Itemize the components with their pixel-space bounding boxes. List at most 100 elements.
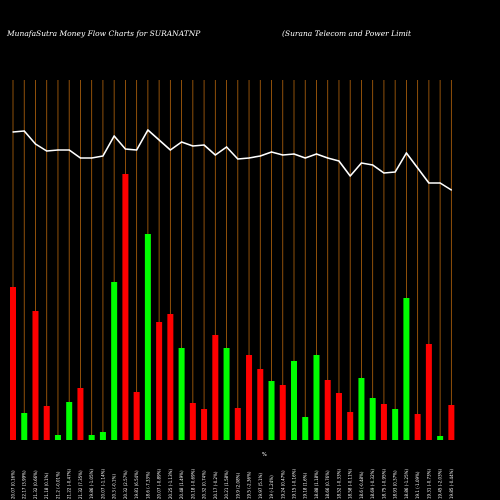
x-tick-label: 20.32 (0.74%) xyxy=(202,470,207,499)
money-flow-bar xyxy=(313,355,320,440)
x-tick-label: 18.58 (-0.11%) xyxy=(348,469,353,499)
money-flow-bar xyxy=(246,355,253,440)
x-tick-label: 20.07 (-1.14%) xyxy=(100,469,105,499)
money-flow-bar xyxy=(257,369,264,440)
money-flow-bar xyxy=(369,398,376,440)
price-point xyxy=(102,155,104,157)
money-flow-bar xyxy=(212,335,219,440)
money-flow-bar xyxy=(403,298,410,440)
x-tick-label: 18.66 (0.76%) xyxy=(325,470,330,499)
x-tick-label: 21.2 (-0.01%) xyxy=(55,471,60,499)
price-point xyxy=(293,153,295,155)
line-series xyxy=(12,129,453,191)
money-flow-bar xyxy=(122,174,129,440)
price-point xyxy=(439,182,441,184)
price-point xyxy=(46,150,48,152)
x-tick-label: 18.69 (-0.32%) xyxy=(370,469,375,499)
x-tick-label: 18.75 (-0.95%) xyxy=(381,469,386,499)
price-point xyxy=(315,153,318,155)
money-flow-bar xyxy=(66,402,73,440)
price-point xyxy=(57,149,59,151)
money-flow-bar xyxy=(380,404,387,440)
x-tick-label: 20.21 (1.58%) xyxy=(224,470,229,499)
money-flow-bar xyxy=(425,344,432,440)
x-tick-label: 18.86 (-1.25%) xyxy=(404,469,409,499)
money-flow-bar xyxy=(21,413,28,440)
money-flow-bar xyxy=(54,435,61,440)
money-flow-bar xyxy=(88,435,95,440)
price-point xyxy=(158,139,160,141)
x-tick-label: 19.31 (-0.73%) xyxy=(426,469,431,499)
bar-series xyxy=(10,174,455,440)
price-point xyxy=(23,130,25,132)
money-flow-bar xyxy=(43,406,50,440)
price-point xyxy=(450,189,453,191)
x-tick-label: 20.17 (-0.2%) xyxy=(213,471,218,499)
price-point xyxy=(248,157,250,159)
money-flow-bar xyxy=(358,378,365,440)
money-flow-bar xyxy=(279,385,286,440)
price-point xyxy=(147,129,149,131)
x-tick-label: 20.18 (-0.69%) xyxy=(190,469,195,499)
x-tick-label: 19.86 (-1.05%) xyxy=(89,469,94,499)
x-tick-label: 20.3 (-0.1%) xyxy=(112,474,117,499)
price-point xyxy=(394,171,396,173)
x-tick-label: 20.32 (2.57%) xyxy=(123,470,128,499)
money-flow-bar xyxy=(437,436,444,440)
money-flow-bar xyxy=(291,361,297,440)
price-point xyxy=(327,157,329,159)
money-flow-bar xyxy=(414,414,421,440)
price-point xyxy=(192,145,194,147)
x-tick-label: 20.07 (0.16%) xyxy=(11,470,16,499)
x-tick-label: 19.85 (-0.44%) xyxy=(449,469,454,499)
price-point xyxy=(304,157,306,159)
x-tick-label: 19 (-1.24%) xyxy=(269,475,274,499)
money-flow-bar xyxy=(201,409,208,440)
price-point xyxy=(405,152,408,154)
x-tick-label: 19.5 (-2.36%) xyxy=(247,471,252,499)
chart-title: MunafaSutra Money Flow Charts for SURANA… xyxy=(6,29,201,38)
money-flow-bar xyxy=(156,322,163,440)
x-tick-label: 19.1 (-1.09%) xyxy=(415,471,420,499)
price-point xyxy=(203,144,205,146)
x-tick-label: 19.18 (1.6%) xyxy=(303,473,308,499)
x-tick-labels: 20.07 (0.16%) 22.17 (3.99%) 21.32 (0.66%) 2… xyxy=(11,469,454,499)
axis-mark: % xyxy=(262,452,267,458)
x-tick-label: 21.22 (-0.47%) xyxy=(67,469,72,499)
money-flow-bar xyxy=(10,287,16,440)
chart-subtitle: (Surana Telecom and Power Limit xyxy=(282,29,412,38)
x-tick-label: 20.07 (-0.89%) xyxy=(157,469,162,499)
price-line xyxy=(12,129,452,191)
money-flow-bar xyxy=(448,405,455,440)
money-flow-bar xyxy=(178,348,185,440)
x-tick-label: 18.6 (-7.33%) xyxy=(145,471,150,499)
money-flow-bar xyxy=(335,393,342,440)
x-tick-label: 18.88 (1.18%) xyxy=(314,470,319,499)
x-tick-label: 20.25 (-1.13%) xyxy=(168,469,173,499)
x-tick-label: 22.17 (3.99%) xyxy=(22,470,27,499)
money-flow-bar xyxy=(133,392,140,440)
x-tick-label: 19.24 (0.47%) xyxy=(280,470,285,499)
price-point xyxy=(79,157,82,159)
price-point xyxy=(383,172,385,174)
price-point xyxy=(416,167,419,169)
x-tick-label: 19.9 (2.08%) xyxy=(235,473,240,499)
price-point xyxy=(237,158,239,160)
money-flow-bar xyxy=(111,282,118,440)
money-flow-bar xyxy=(189,403,196,440)
price-point xyxy=(214,154,217,156)
x-tick-label: 18.6 (-0.48%) xyxy=(359,471,364,499)
money-flow-bar xyxy=(223,348,230,440)
x-tick-label: 19.81 (6.54%) xyxy=(134,470,139,499)
price-point xyxy=(68,149,70,151)
price-point xyxy=(259,155,261,157)
money-flow-bar xyxy=(99,432,106,440)
x-tick-label: 20.48 (1.49%) xyxy=(179,470,184,499)
price-point xyxy=(338,160,340,162)
price-point xyxy=(135,149,138,151)
price-point xyxy=(180,141,183,143)
price-point xyxy=(124,148,127,150)
price-point xyxy=(12,131,14,133)
money-flow-bar xyxy=(167,314,174,440)
money-flow-bar xyxy=(392,409,399,440)
